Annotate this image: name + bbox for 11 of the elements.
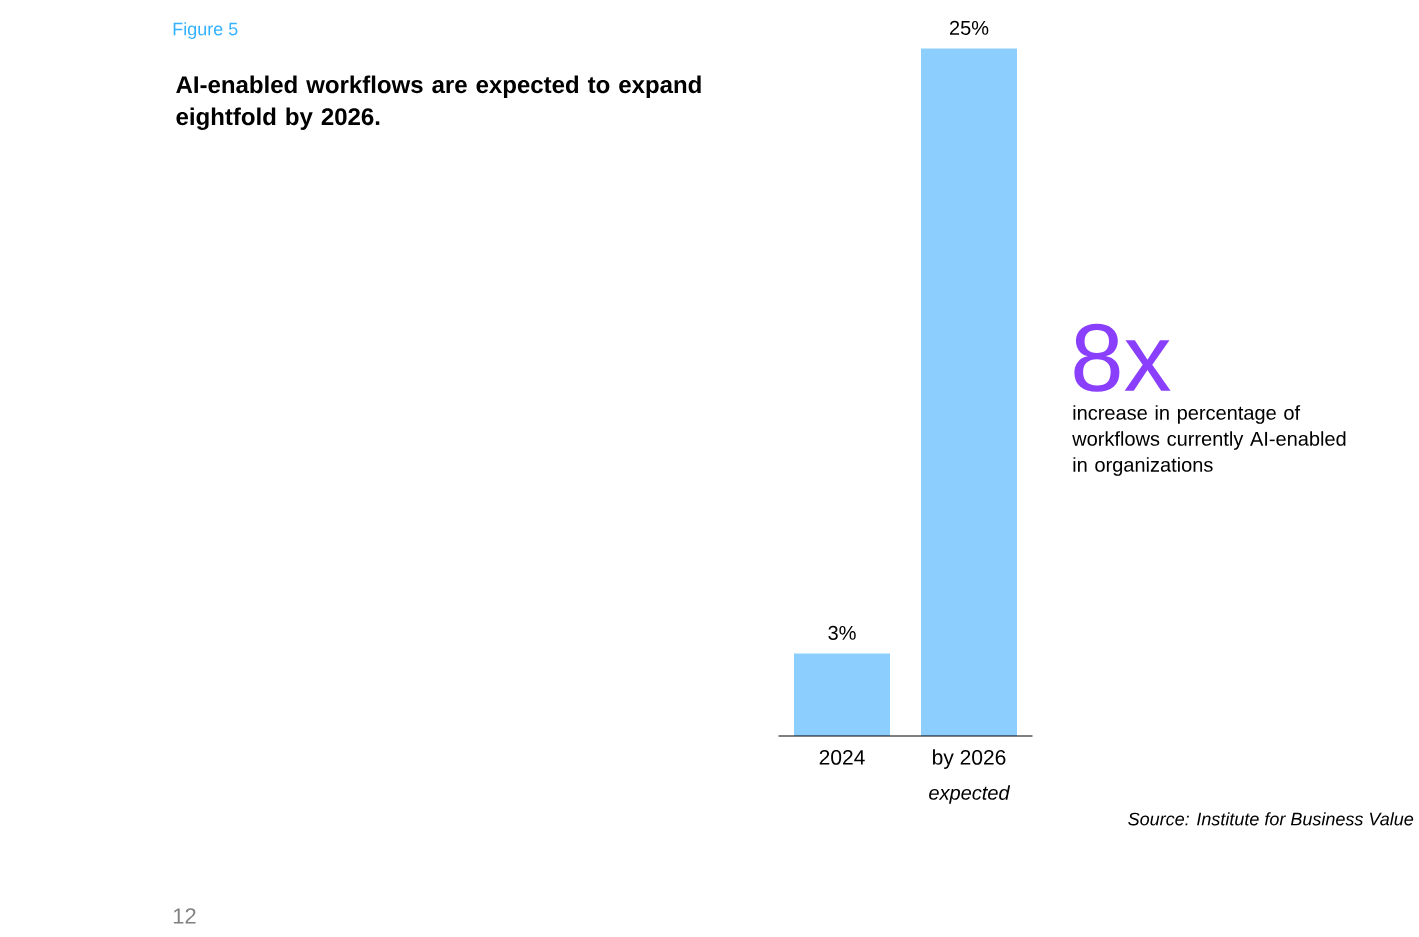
source-note: Source: Institute for Business Value [1128,812,1414,826]
text: expected [929,785,1011,804]
x-tick-label: by 2026 [932,749,1006,769]
data-label: 25% [950,20,989,35]
text: increase in percentage of workflows currently AI-enabled in organizations [1072,405,1346,476]
text: 8x [1074,323,1171,392]
caption: Figure 5 [173,22,238,39]
text: 12 [173,908,196,924]
data-label: 3% [828,625,856,640]
x-tick-label: 2024 [819,749,865,765]
text: AI-enabled workflows are expected to expand eightfold by 2026. [176,75,701,130]
